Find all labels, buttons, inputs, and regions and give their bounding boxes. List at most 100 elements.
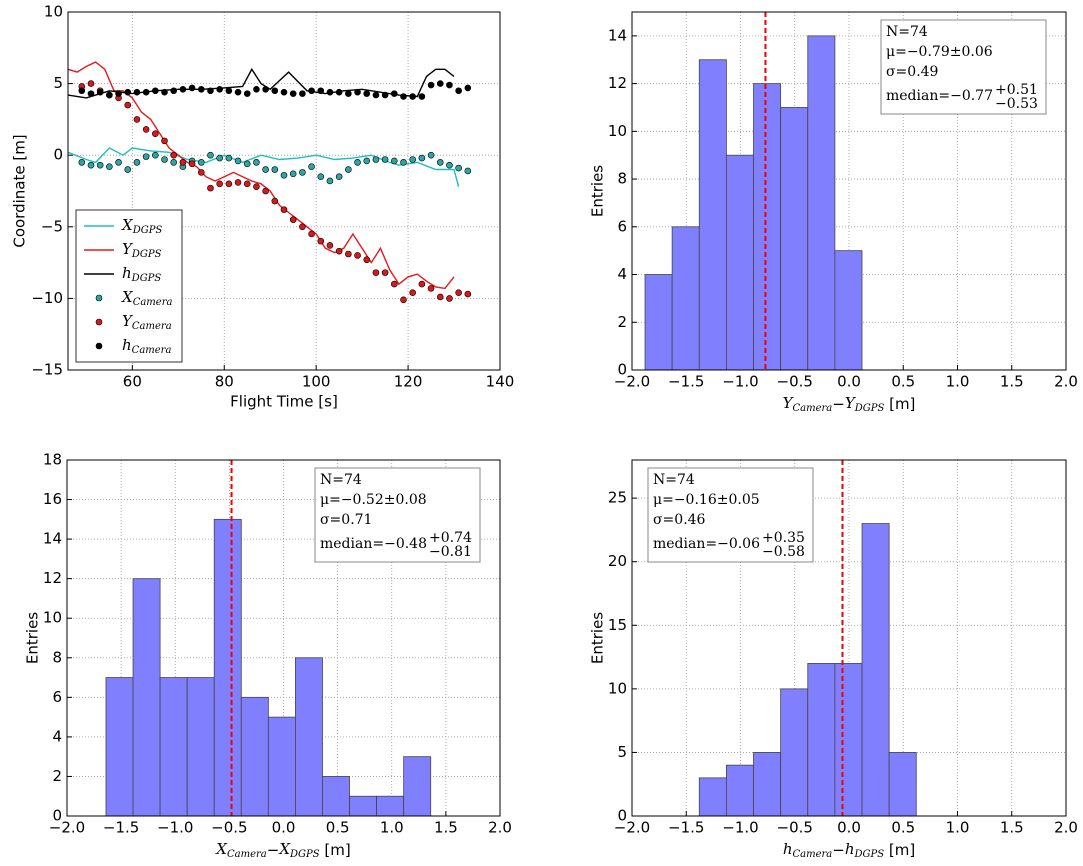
y-tick-label: 4 (52, 727, 62, 745)
y-tick-label: 0 (617, 361, 627, 379)
x-axis-label-part: [m] (320, 841, 351, 859)
legend-swatch (95, 342, 103, 350)
legend-label: XDGPS (121, 216, 162, 236)
x-tick-label: 1.5 (434, 819, 458, 837)
x-axis-label-part: X (215, 840, 228, 858)
panel: −2.0 −1.5 −1.0 −0.5 0.0 0.5 1.0 1.5 2.0 0 5 10 15 20 2… (589, 459, 1078, 860)
data-point (96, 88, 104, 96)
data-point (326, 242, 334, 249)
x-tick-label: 2.0 (1054, 819, 1078, 837)
bar (780, 107, 809, 371)
bar (807, 663, 836, 817)
y-tick-label: 8 (52, 648, 62, 666)
data-point (409, 156, 416, 163)
y-tick-label: 4 (617, 265, 627, 283)
x-tick-label: 120 (394, 373, 423, 391)
data-point (400, 296, 407, 304)
data-point (317, 237, 325, 245)
x-axis-label-part: Camera (792, 403, 832, 414)
data-point (418, 280, 426, 288)
data-point (253, 159, 260, 166)
data-point (124, 166, 132, 173)
y-tick-label: 18 (43, 451, 62, 469)
data-point (142, 126, 150, 133)
x-tick-label: 0.5 (891, 373, 915, 391)
data-point (326, 177, 334, 185)
data-point (133, 88, 141, 96)
x-axis-label-part: [m] (884, 395, 915, 413)
bar (403, 756, 432, 817)
data-point (436, 80, 444, 87)
data-point (115, 159, 122, 166)
bar (698, 777, 727, 817)
x-axis-label: XCamera−XDGPS [m] (215, 840, 350, 860)
y-tick-label: 14 (43, 530, 62, 548)
y-axis-label: Entries (589, 165, 607, 217)
series-line (67, 147, 460, 187)
data-point (207, 151, 214, 159)
y-tick-label: 10 (43, 609, 62, 627)
median-upper: +0.35 (762, 530, 805, 546)
x-tick-label: 60 (123, 373, 142, 391)
stats-line: N=74 (653, 472, 695, 488)
data-point (289, 170, 297, 178)
data-point (216, 86, 223, 93)
y-tick-label: 16 (43, 490, 62, 508)
x-tick-label: 140 (486, 373, 515, 391)
x-tick-label: −1.5 (103, 819, 139, 837)
series-line (67, 61, 455, 290)
data-point (335, 88, 343, 96)
bar (725, 154, 754, 371)
y-tick-label: −5 (41, 217, 63, 235)
data-point (179, 159, 187, 166)
y-axis-label: Coordinate [m] (11, 134, 29, 247)
data-point (299, 90, 306, 97)
stats-box: N=74 μ=−0.52±0.08 σ=0.71 median=−0.48 +0.74−… (314, 467, 481, 563)
data-point (262, 166, 269, 173)
x-tick-label: −1.0 (722, 373, 758, 391)
stats-box: N=74 μ=−0.79±0.06 σ=0.49 median=−0.77 +0.51−… (880, 19, 1047, 115)
data-point (381, 91, 389, 99)
bar (376, 795, 405, 817)
data-point (161, 137, 168, 145)
legend-subscript: Camera (132, 345, 172, 356)
x-axis-label-part: h (845, 840, 855, 858)
legend-subscript: DGPS (131, 273, 162, 284)
x-tick-label: −0.5 (777, 819, 813, 837)
legend-label: YDGPS (122, 240, 162, 260)
x-axis-label-part: DGPS (289, 849, 320, 860)
median-value: median=−0.06 (653, 536, 760, 552)
data-point (345, 90, 352, 97)
data-point (197, 169, 205, 176)
data-point (225, 87, 233, 95)
data-point (197, 159, 205, 166)
data-point (409, 93, 416, 100)
data-point (390, 90, 398, 97)
data-point (243, 90, 251, 97)
data-point (142, 153, 150, 160)
x-axis-label-part: Y (845, 394, 857, 412)
data-point (234, 88, 242, 96)
bar (698, 59, 727, 371)
data-point (170, 87, 178, 95)
median-lower: −0.81 (429, 544, 472, 560)
stats-line: μ=−0.16±0.05 (653, 492, 760, 508)
bar (753, 752, 782, 817)
data-point (354, 88, 361, 96)
data-point (390, 280, 398, 288)
data-point (381, 269, 389, 276)
data-point (335, 173, 343, 180)
data-point (243, 160, 251, 168)
plot-frame (631, 459, 1067, 817)
data-point (381, 156, 389, 163)
stats-frame (647, 467, 814, 563)
legend-subscript: DGPS (132, 225, 163, 236)
plot-frame (66, 459, 501, 817)
x-axis-label-part: Camera (227, 849, 267, 860)
bar (807, 35, 836, 371)
data-point (87, 161, 95, 169)
data-point (253, 86, 260, 93)
x-tick-label: 1.0 (946, 373, 970, 391)
x-tick-label: −1.5 (668, 819, 704, 837)
